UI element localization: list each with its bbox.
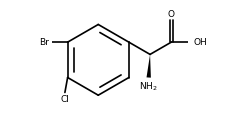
Text: Br: Br: [39, 38, 49, 47]
Text: Cl: Cl: [60, 95, 69, 103]
Text: OH: OH: [194, 38, 207, 47]
Text: NH$_2$: NH$_2$: [139, 81, 158, 93]
Text: O: O: [168, 10, 175, 19]
Polygon shape: [147, 54, 151, 78]
